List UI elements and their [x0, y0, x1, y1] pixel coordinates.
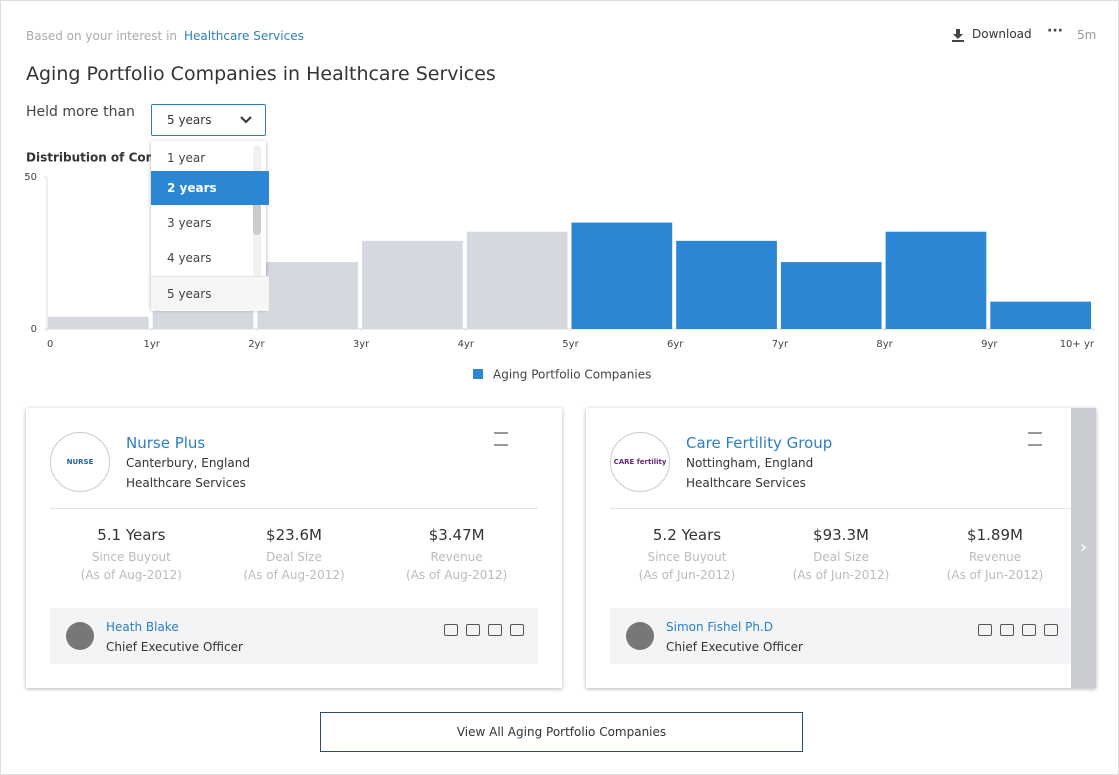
linkedin-icon[interactable]	[1022, 624, 1036, 636]
divider	[50, 508, 538, 509]
stat-asof: (As of Aug-2012)	[405, 568, 508, 582]
download-icon[interactable]	[951, 28, 965, 42]
stat-label: Deal Size	[813, 550, 869, 564]
stat-value: $23.6M	[266, 526, 322, 544]
stat-asof: (As of Jun-2012)	[638, 568, 736, 582]
x-tick-label: 7yr	[772, 339, 789, 350]
contact-title: Chief Executive Officer	[106, 640, 243, 654]
stat-label: Since Buyout	[647, 550, 727, 564]
chevron	[240, 116, 252, 124]
stat: $93.3M Deal Size (As of Jun-2012)	[761, 526, 921, 582]
company-location: Canterbury, England	[126, 456, 250, 470]
company-card[interactable]: CARE fertility Care Fertility Group Nottin…	[586, 408, 1096, 688]
linkedin-icon[interactable]	[488, 624, 502, 636]
contact-name[interactable]: Heath Blake	[106, 620, 179, 634]
bar	[676, 240, 777, 329]
x-tick-label: 0	[47, 339, 53, 350]
dropdown-value: 5 years	[167, 113, 212, 127]
dropdown-list: 1 year 2 years 3 years 4 years 5 years	[151, 141, 269, 311]
bar	[466, 231, 568, 329]
y-tick-label: 50	[24, 172, 37, 183]
company-logo: NURSE	[50, 432, 110, 492]
stat-label: Deal Size	[266, 550, 322, 564]
dropdown-option[interactable]: 5 years	[151, 276, 269, 311]
bar	[885, 231, 987, 329]
stat: $3.47M Revenue (As of Aug-2012)	[377, 526, 537, 582]
interest-link[interactable]: Healthcare Services	[184, 29, 304, 43]
stat-asof: (As of Aug-2012)	[243, 568, 345, 582]
legend-label: Aging Portfolio Companies	[493, 368, 651, 382]
x-tick-label: 2yr	[248, 339, 265, 350]
phone-icon[interactable]	[978, 624, 992, 636]
avatar	[66, 622, 94, 650]
contact: Heath Blake Chief Executive Officer	[50, 608, 538, 664]
title: Aging Portfolio Companies in Healthcare …	[26, 63, 496, 85]
legend-swatch	[473, 369, 483, 379]
stat-value: $1.89M	[967, 526, 1023, 544]
stat-value: $93.3M	[813, 526, 869, 544]
email-icon[interactable]	[466, 624, 480, 636]
filter-label: Held more than	[26, 104, 135, 120]
company-name[interactable]: Nurse Plus	[126, 434, 206, 452]
contact: Simon Fishel Ph.D Chief Executive Officer	[610, 608, 1072, 664]
x-tick-label: 6yr	[667, 339, 684, 350]
company-name[interactable]: Care Fertility Group	[686, 434, 833, 452]
x-tick-label: 4yr	[458, 339, 475, 350]
stat-label: Since Buyout	[91, 550, 171, 564]
more-menu[interactable]: ···	[1047, 23, 1063, 39]
stat-label: Revenue	[430, 550, 483, 564]
list-icon[interactable]	[494, 432, 508, 446]
company-logo: CARE fertility	[610, 432, 670, 492]
x-tick-label: 1yr	[143, 339, 160, 350]
stat-asof: (As of Jun-2012)	[792, 568, 890, 582]
vcard-icon[interactable]	[1044, 624, 1058, 636]
stat-label: Revenue	[968, 550, 1022, 564]
divider	[610, 508, 1072, 509]
contact-title: Chief Executive Officer	[666, 640, 803, 654]
phone-icon[interactable]	[444, 624, 458, 636]
stat-value: $3.47M	[428, 526, 485, 544]
bar	[48, 316, 149, 329]
stat-asof: (As of Jun-2012)	[946, 568, 1044, 582]
x-tick-label: 3yr	[353, 339, 370, 350]
company-location: Nottingham, England	[686, 456, 814, 470]
company-industry: Healthcare Services	[126, 476, 246, 490]
list-icon[interactable]	[1028, 432, 1042, 446]
stat-asof: (As of Aug-2012)	[80, 568, 182, 582]
bar	[990, 301, 1091, 329]
download[interactable]: Download	[972, 27, 1032, 41]
dropdown-option[interactable]: 1 year	[167, 151, 206, 165]
bar	[780, 262, 882, 329]
view-all-button[interactable]: View All Aging Portfolio Companies	[320, 712, 803, 752]
stat: 5.2 Years Since Buyout (As of Jun-2012)	[607, 526, 767, 582]
time: 5m	[1077, 28, 1097, 42]
dropdown-option[interactable]: 2 years	[151, 171, 269, 205]
y-tick-label: 0	[31, 324, 37, 335]
x-tick-label: 8yr	[876, 339, 893, 350]
stat: $23.6M Deal Size (As of Aug-2012)	[214, 526, 374, 582]
interest-prefix: Based on your interest in	[26, 29, 178, 43]
bar	[257, 262, 359, 329]
company-industry: Healthcare Services	[686, 476, 806, 490]
x-tick-label: 5yr	[562, 339, 579, 350]
stat-value: 5.1 Years	[97, 526, 166, 544]
stat: $1.89M Revenue (As of Jun-2012)	[915, 526, 1075, 582]
stat-value: 5.2 Years	[652, 526, 722, 544]
vcard-icon[interactable]	[510, 624, 524, 636]
dropdown-option[interactable]: 4 years	[167, 251, 212, 265]
next-arrow[interactable]: ›	[1071, 408, 1096, 688]
dropdown[interactable]: 5 years	[151, 104, 266, 136]
bar	[571, 222, 673, 329]
x-tick-label: 9yr	[981, 339, 998, 350]
contact-name[interactable]: Simon Fishel Ph.D	[666, 620, 774, 634]
stat: 5.1 Years Since Buyout (As of Aug-2012)	[51, 526, 211, 582]
bar	[362, 240, 463, 329]
avatar	[626, 622, 654, 650]
company-card[interactable]: NURSE Nurse Plus Canterbury, England Health…	[26, 408, 562, 688]
email-icon[interactable]	[1000, 624, 1014, 636]
dropdown-option[interactable]: 3 years	[167, 216, 212, 230]
x-tick-label: 10+ yr	[1060, 339, 1095, 350]
